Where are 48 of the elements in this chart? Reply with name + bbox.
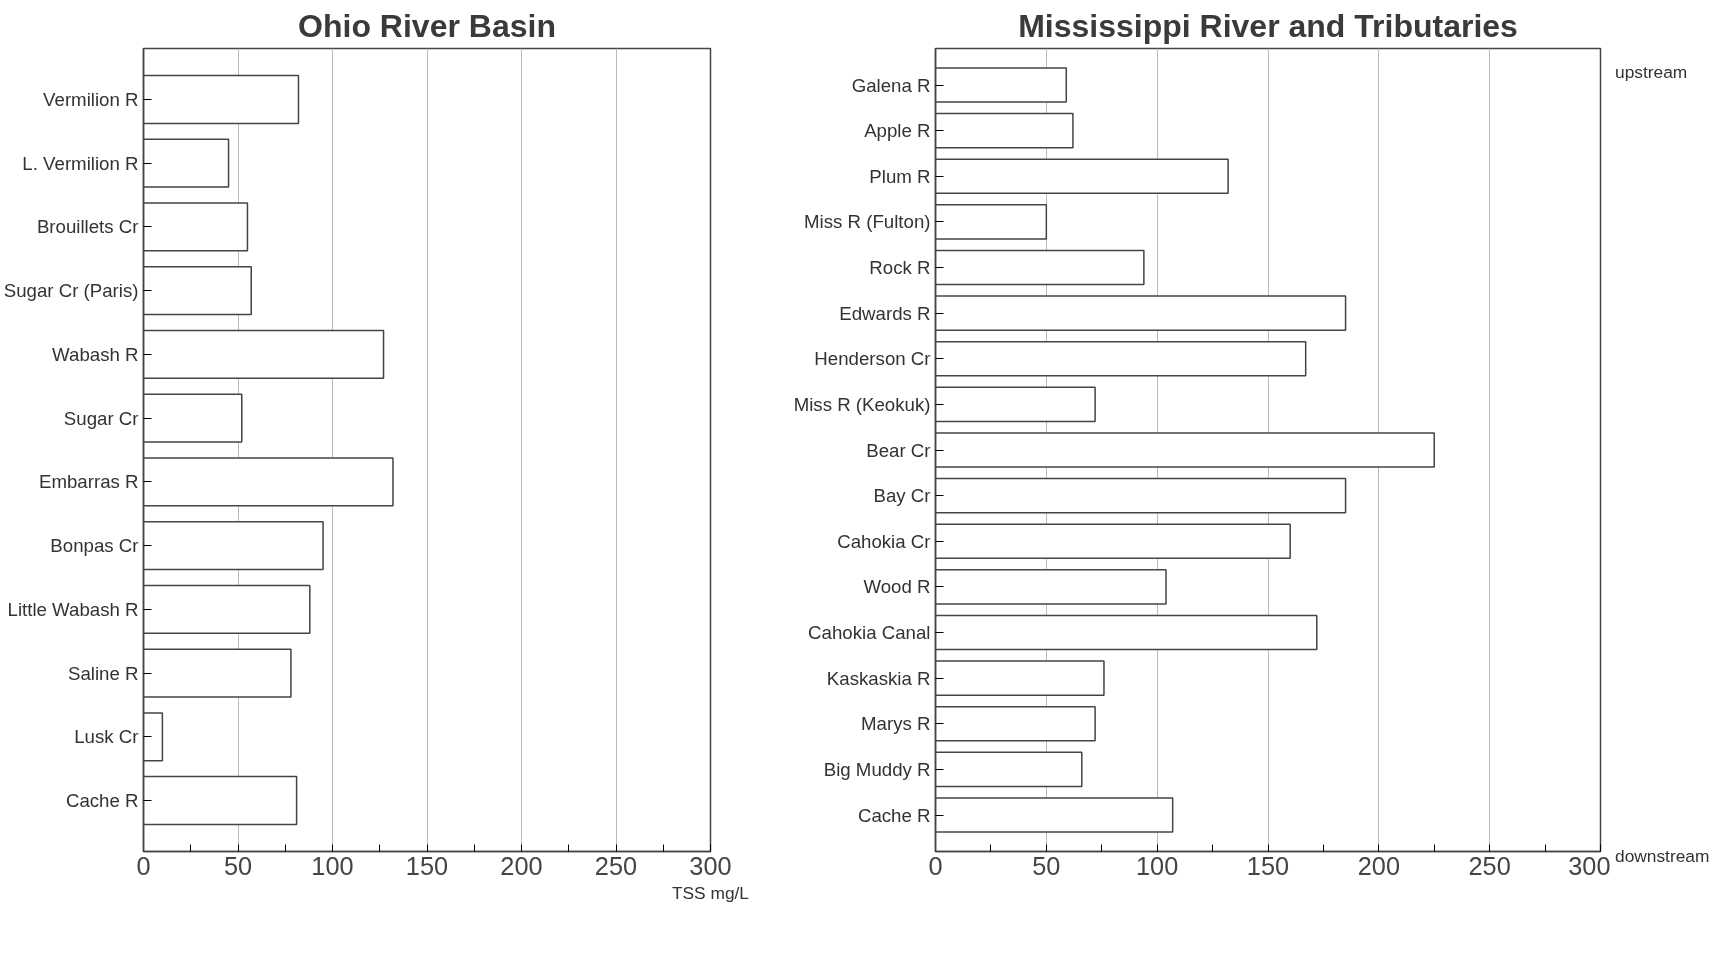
y-tick-label: Kaskaskia R — [826, 667, 931, 689]
y-tick-label: Marys R — [861, 713, 931, 735]
x-tick-label: 0 — [136, 851, 151, 880]
y-tick-label: Vermilion R — [43, 88, 139, 110]
y-tick-label: Edwards R — [839, 302, 931, 324]
y-tick-label: Miss R (Keokuk) — [793, 393, 931, 415]
x-tick-label: 100 — [1136, 851, 1179, 880]
y-tick-label: Sugar Cr (Paris) — [3, 280, 139, 302]
y-tick-label: Galena R — [851, 74, 931, 96]
chart-title: Mississippi River and Tributaries — [1018, 7, 1518, 44]
y-tick-label: Wabash R — [52, 343, 139, 365]
x-tick-label: 50 — [1032, 851, 1061, 880]
x-axis-title: TSS mg/L — [671, 882, 750, 903]
y-tick-label: Plum R — [869, 165, 931, 187]
y-tick-label: Saline R — [67, 662, 139, 684]
y-tick-label: Cahokia Canal — [808, 622, 931, 643]
y-tick-label: Henderson Cr — [814, 348, 931, 370]
y-tick-label: L. Vermilion R — [22, 152, 139, 174]
x-tick-label: 100 — [311, 851, 354, 880]
y-tick-label: Cache R — [65, 790, 139, 812]
y-tick-label: Embarras R — [38, 471, 139, 493]
y-tick-label: Brouillets Cr — [36, 216, 139, 238]
y-tick-label: Cache R — [857, 804, 931, 826]
y-tick-label: Little Wabash R — [7, 598, 139, 620]
x-tick-label: 300 — [1568, 851, 1611, 880]
x-tick-label: 150 — [1246, 851, 1290, 880]
x-tick-label: 50 — [223, 851, 253, 880]
x-tick-label: 250 — [594, 851, 638, 880]
y-tick-label: Bay Cr — [873, 485, 931, 507]
y-tick-label: Bonpas Cr — [50, 535, 139, 557]
y-tick-label: Cahokia Cr — [837, 530, 931, 552]
x-tick-label: 200 — [500, 851, 543, 880]
y-tick-label: Bear Cr — [866, 439, 931, 461]
y-tick-label: Apple R — [864, 120, 931, 142]
y-tick-label: Lusk Cr — [74, 726, 139, 748]
y-tick-label: Wood R — [863, 576, 931, 598]
x-tick-label: 0 — [928, 851, 943, 880]
text: upstream — [1615, 61, 1688, 84]
x-tick-label: 250 — [1468, 851, 1511, 880]
chart-title: Ohio River Basin — [298, 7, 556, 44]
x-tick-label: 200 — [1357, 851, 1400, 880]
text: downstream — [1615, 845, 1710, 868]
y-tick-label: Rock R — [869, 257, 931, 278]
x-tick-label: 150 — [405, 851, 449, 880]
y-tick-label: Big Muddy R — [823, 758, 931, 780]
x-tick-label: 300 — [689, 851, 732, 880]
y-tick-label: Sugar Cr — [63, 407, 139, 429]
y-tick-label: Miss R (Fulton) — [804, 211, 931, 233]
